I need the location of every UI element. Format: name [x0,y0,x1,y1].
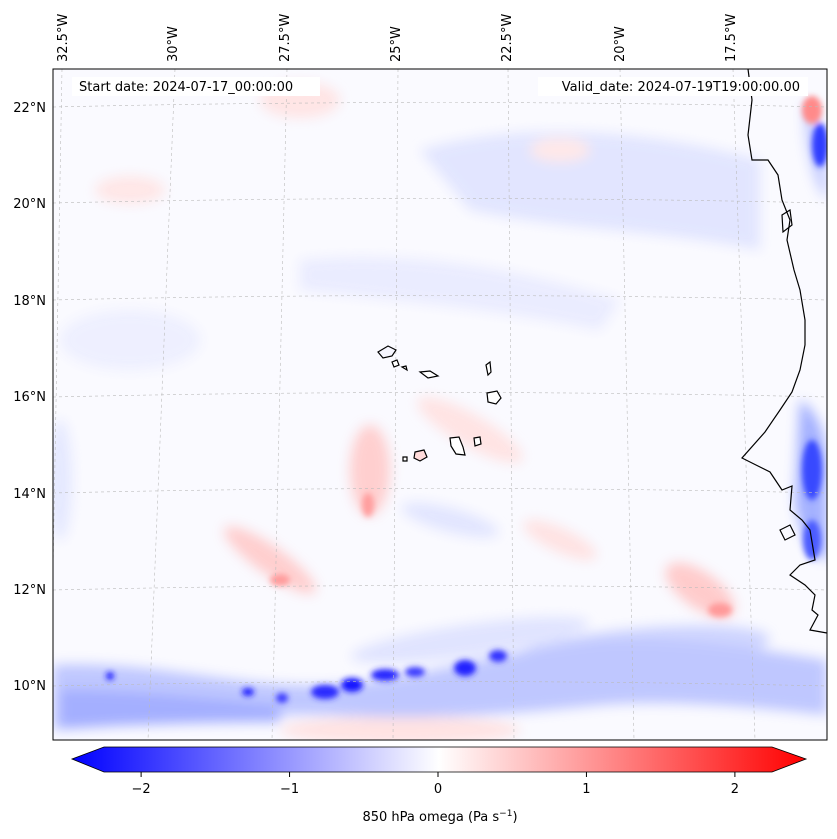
map-frame [52,68,828,741]
valid-date-label: Valid_date: 2024-07-19T19:00:00.00 [562,80,800,95]
graticule [53,69,827,740]
longitude-labels: 32.5°W 30°W 27.5°W 25°W 22.5°W 20°W 17.5… [56,14,739,62]
coastline [741,69,827,634]
lat-label: 22°N [13,101,46,116]
lon-label: 22.5°W [500,14,515,62]
colorbar-tick-label: −2 [132,782,151,797]
lon-label: 25°W [389,26,404,62]
start-date-label: Start date: 2024-07-17_00:00:00 [79,80,293,95]
colorbar-gradient [70,746,808,773]
latitude-labels: 22°N 20°N 18°N 16°N 14°N 12°N 10°N [13,101,46,694]
cape-verde-islands [377,345,502,462]
lon-label: 20°W [613,26,628,62]
lat-label: 10°N [13,679,46,694]
start-date-box [72,77,320,96]
colorbar-ticks: −2 −1 0 1 2 [132,772,739,797]
lat-label: 20°N [13,197,46,212]
colorbar-tick-label: −1 [280,782,299,797]
lat-label: 12°N [13,583,46,598]
lat-label: 18°N [13,294,46,309]
lon-label: 17.5°W [724,14,739,62]
colorbar: −2 −1 0 1 2 850 hPa omega (Pa s−1) [70,746,808,825]
omega-field [53,69,827,740]
colorbar-tick-label: 1 [582,782,590,797]
valid-date-box [538,77,808,96]
lat-label: 16°N [13,390,46,405]
lon-label: 30°W [166,26,181,62]
lat-label: 14°N [13,487,46,502]
colorbar-tick-label: 0 [434,782,442,797]
colorbar-label: 850 hPa omega (Pa s−1) [362,809,517,825]
lon-label: 32.5°W [56,14,71,62]
colorbar-tick-label: 2 [731,782,739,797]
lon-label: 27.5°W [278,14,293,62]
